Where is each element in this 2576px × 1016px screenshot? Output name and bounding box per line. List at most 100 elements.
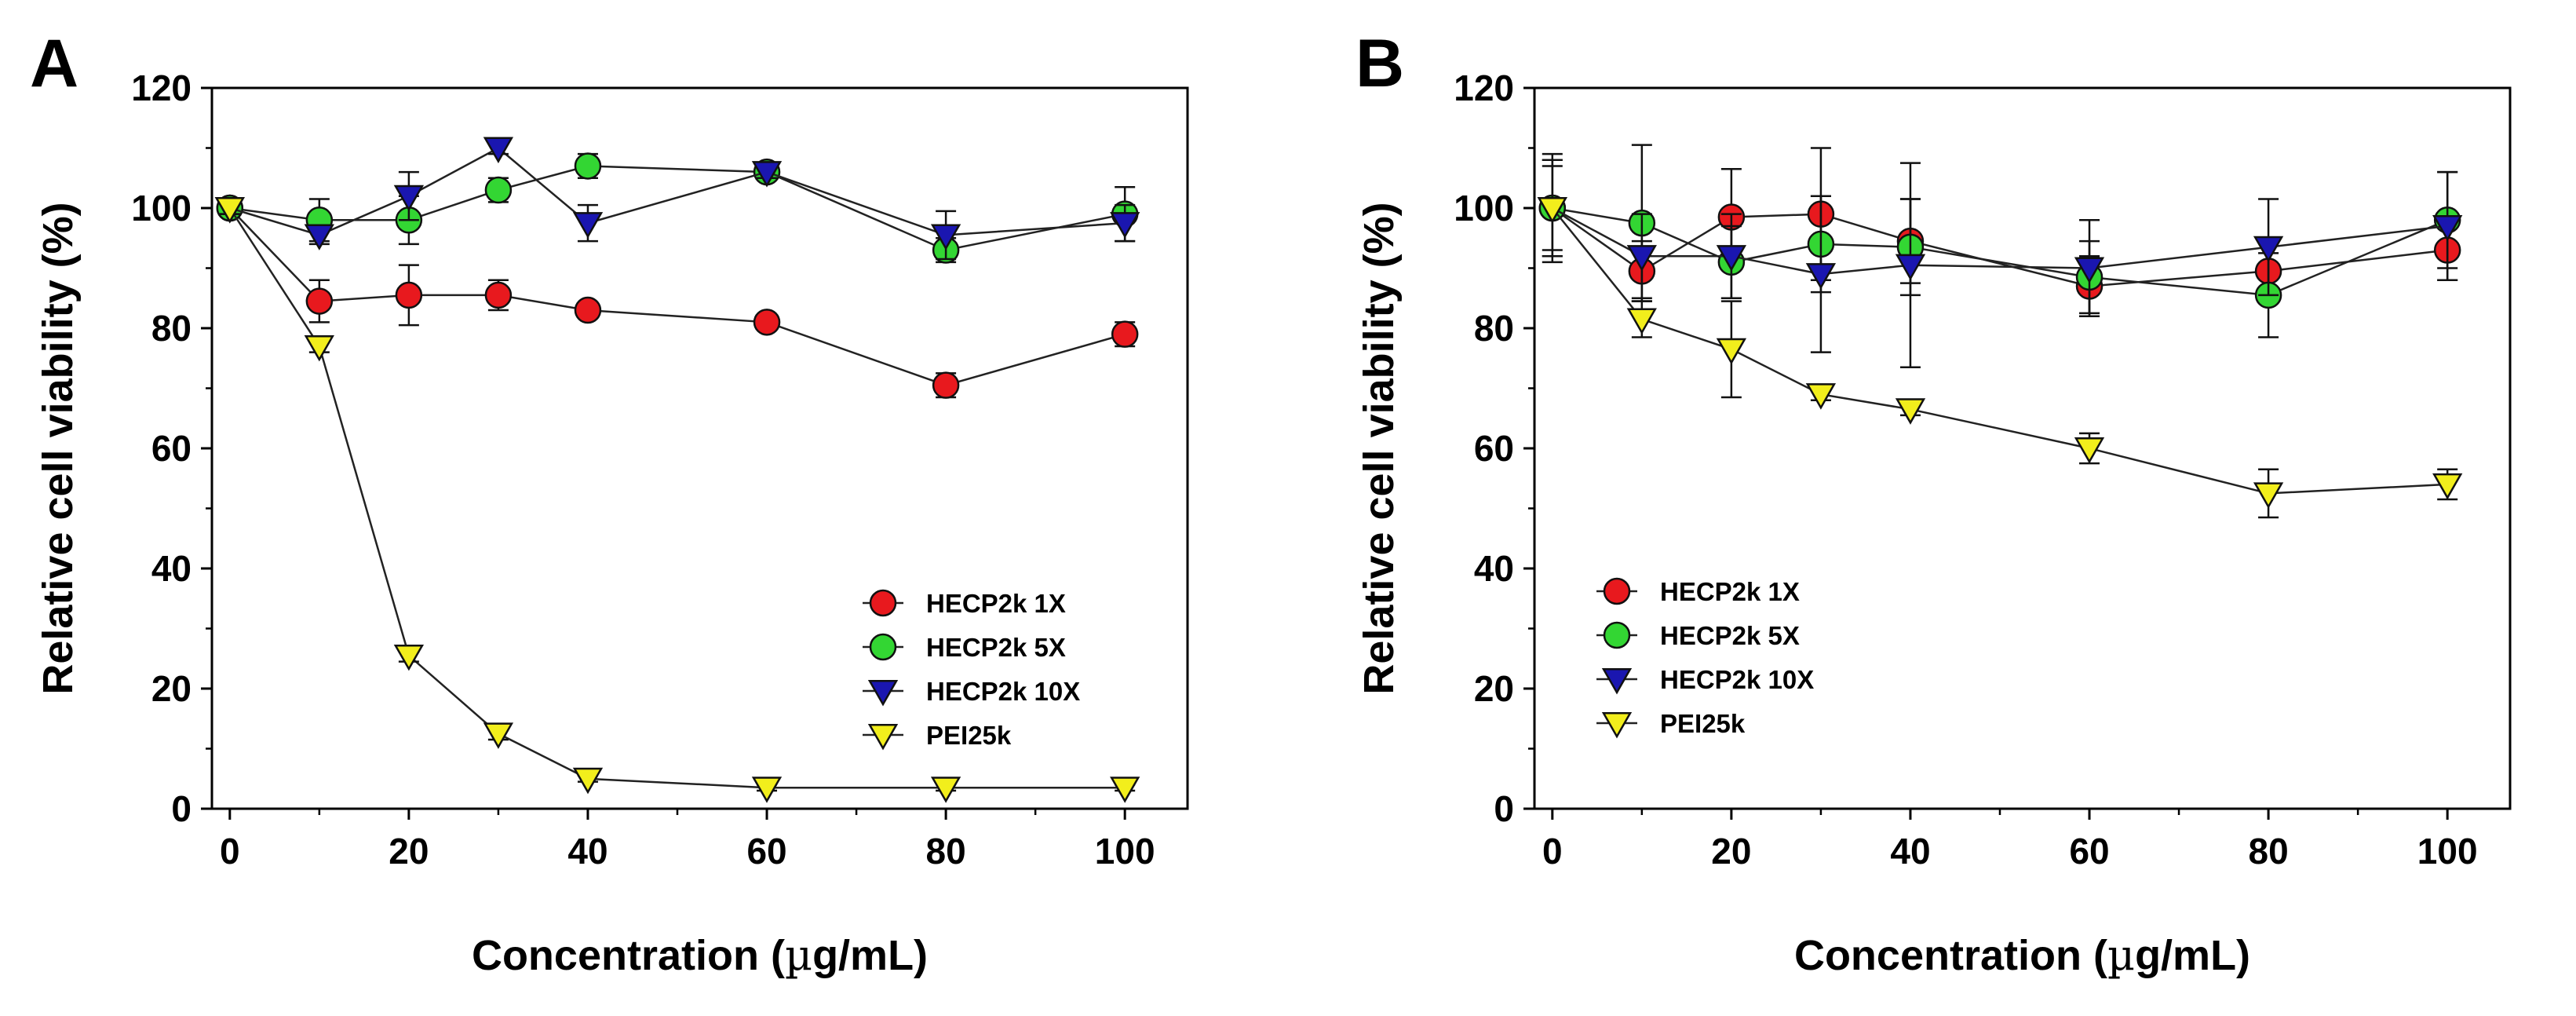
data-point [214,197,245,224]
data-point [930,224,961,250]
y-tick-label: 80 [151,308,192,349]
data-point [932,371,960,399]
y-tick-label: 0 [1494,788,1514,829]
data-point [2253,236,2284,263]
x-tick-label: 40 [567,831,608,872]
series-hecp2k-10x [1537,152,2463,368]
legend: HECP2k 1X HECP2k 5X HECP2k 10X PEI25k [863,589,1080,751]
data-point [484,281,513,309]
data-point [1626,245,1657,272]
legend-marker [1603,577,1631,605]
data-point [1111,320,1139,348]
data-point [395,281,423,309]
data-point [483,722,514,749]
legend-label: PEI25k [926,721,1012,750]
legend-label: HECP2k 5X [926,633,1066,662]
legend-label: HECP2k 1X [926,589,1066,618]
x-tick-label: 100 [2417,831,2478,872]
y-tick-label: 60 [1474,428,1514,469]
y-axis-title: Relative cell viability (%) [35,202,82,694]
data-point [393,644,425,671]
legend-marker [867,680,899,707]
data-point [1895,254,1926,281]
data-point [1716,338,1747,365]
series-line [229,165,1126,251]
data-point [574,296,602,324]
series-hecp2k-1x [1538,147,2461,317]
legend-label: HECP2k 5X [1660,621,1800,650]
data-point [753,309,781,336]
data-point [2074,437,2105,464]
x-tick-label: 20 [389,831,429,872]
legend-marker [1603,621,1631,649]
panel-letter: A [30,26,78,101]
panel-b: B 0 20 40 60 80 100 120 0 20 40 60 80 100 Relative cel… [1356,26,2512,980]
x-tick-label: 0 [1542,831,1563,872]
data-point [1537,197,1567,224]
x-axis-title: Concentration (µg/mL) [472,930,928,980]
y-tick-label: 40 [151,548,192,589]
data-point [2432,473,2463,500]
y-tick-label: 20 [1474,668,1514,709]
legend-label: HECP2k 10X [926,677,1080,706]
series-pei25k [1537,165,2463,519]
data-point [483,137,514,164]
y-axis-title: Relative cell viability (%) [1356,202,1403,694]
legend-marker [1601,712,1633,739]
x-tick-label: 80 [2249,831,2289,872]
series-line [229,146,1126,236]
y-tick-label: 100 [131,188,192,228]
x-tick-label: 60 [746,831,786,872]
legend-label: HECP2k 1X [1660,577,1800,606]
data-point [1110,777,1140,803]
y-tick-label: 120 [131,68,192,108]
series-line [228,207,1126,789]
data-point [1805,263,1837,290]
series-line [1551,207,2448,495]
data-point [572,212,604,239]
x-tick-label: 20 [1711,831,1751,872]
y-tick-label: 40 [1474,548,1514,589]
data-point [1716,245,1747,272]
legend: HECP2k 1X HECP2k 5X HECP2k 10X PEI25k [1596,577,1814,739]
data-point [2074,257,2105,284]
data-point [572,767,604,795]
data-point [2253,482,2284,509]
legend-marker [869,633,897,661]
series-line [228,207,1126,387]
legend-label: PEI25k [1660,709,1746,738]
data-point [304,334,334,362]
x-tick-label: 0 [220,831,240,872]
plot-frame [1533,86,2512,810]
legend-marker [869,589,897,617]
series-line [1552,206,2448,297]
x-tick-label: 40 [1890,831,1930,872]
legend-marker [1601,668,1633,695]
y-tick-label: 20 [151,668,192,709]
y-tick-label: 0 [171,788,192,829]
y-tick-label: 80 [1474,308,1514,349]
data-point [304,224,334,250]
data-point [1805,383,1837,410]
legend-marker [867,724,899,751]
x-tick-label: 80 [926,831,966,872]
y-tick-label: 60 [151,428,192,469]
series-hecp2k-1x [216,194,1139,399]
panel-a: A 0 20 40 60 80 100 120 0 20 40 60 80 100 Relative cel… [30,26,1189,980]
data-point [1895,398,1926,425]
y-tick-label: 100 [1454,188,1514,228]
data-point [751,777,783,803]
series-hecp2k-5x [216,152,1139,264]
data-point [930,777,961,803]
y-tick-label: 120 [1454,68,1514,108]
data-point [1110,212,1140,239]
legend-label: HECP2k 10X [1660,665,1814,694]
data-point [393,185,425,212]
series-pei25k [214,197,1140,803]
data-point [484,176,513,204]
series-hecp2k-10x [214,137,1140,261]
data-point [574,152,602,180]
data-point [751,161,783,188]
data-point [2432,214,2463,242]
